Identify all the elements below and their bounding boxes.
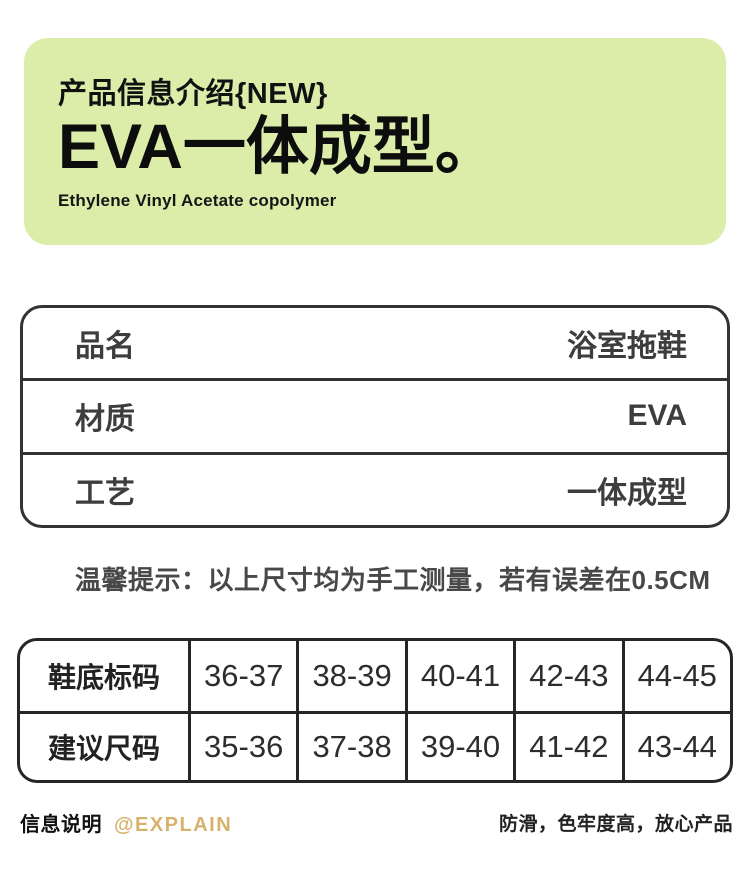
hero-subtitle: Ethylene Vinyl Acetate copolymer — [58, 191, 337, 211]
spec-row-name: 品名 浴室拖鞋 — [23, 308, 727, 378]
spec-table: 品名 浴室拖鞋 材质 EVA 工艺 一体成型 — [20, 305, 730, 528]
measurement-notice: 温馨提示：以上尺寸均为手工测量，若有误差在0.5CM — [75, 565, 711, 595]
size-cell: 37-38 — [296, 710, 405, 780]
spec-value: EVA — [627, 399, 687, 433]
spec-row-material: 材质 EVA — [23, 378, 727, 451]
size-cell: 40-41 — [404, 641, 513, 711]
size-table: 鞋底标码 36-37 38-39 40-41 42-43 44-45 建议尺码 … — [17, 638, 733, 783]
spec-label: 工艺 — [75, 476, 135, 510]
size-row-header: 建议尺码 — [20, 710, 188, 781]
spec-row-process: 工艺 一体成型 — [23, 451, 727, 525]
size-cell: 36-37 — [188, 641, 296, 711]
footer-left: 信息说明 @EXPLAIN — [20, 808, 232, 837]
size-cell: 42-43 — [513, 641, 621, 711]
size-cell: 35-36 — [188, 710, 297, 780]
size-cell: 43-44 — [621, 710, 730, 780]
spec-label: 材质 — [75, 403, 135, 437]
hero-eyebrow: 产品信息介绍{NEW} — [58, 78, 328, 110]
page-title: EVA一体成型。 — [58, 112, 498, 183]
size-row-header: 鞋底标码 — [47, 661, 160, 693]
hero-banner: 产品信息介绍{NEW} EVA一体成型。 Ethylene Vinyl Acet… — [24, 38, 726, 245]
size-cell: 44-45 — [621, 641, 730, 711]
size-cell: 38-39 — [296, 641, 404, 711]
footer-selling-points: 防滑，色牢度高，放心产品 — [498, 814, 733, 835]
spec-label: 品名 — [75, 330, 135, 364]
footer: 信息说明 @EXPLAIN 防滑，色牢度高，放心产品 — [20, 808, 733, 837]
size-cell: 41-42 — [513, 710, 622, 780]
spec-value: 一体成型 — [567, 476, 687, 510]
spec-value: 浴室拖鞋 — [567, 330, 687, 364]
footer-explain-tag: @EXPLAIN — [114, 814, 233, 836]
size-cell: 39-40 — [404, 710, 514, 780]
footer-info-label: 信息说明 — [20, 814, 102, 836]
